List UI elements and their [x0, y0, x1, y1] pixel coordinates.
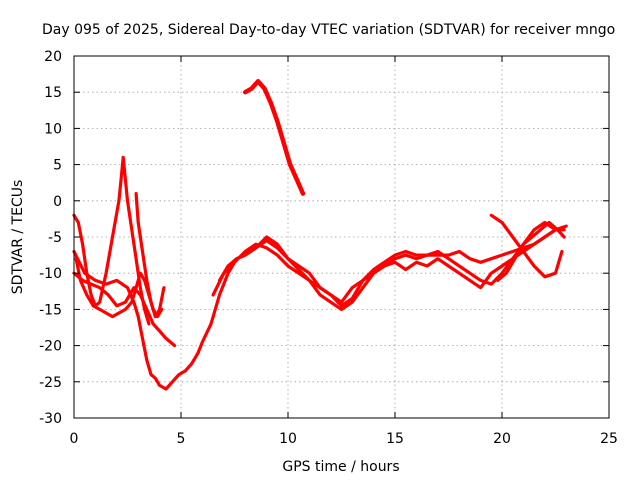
chart-title: Day 095 of 2025, Sidereal Day-to-day VTE…: [42, 22, 615, 38]
series-arc-4: [72, 271, 177, 348]
y-tick-label: -20: [39, 339, 62, 355]
x-tick-label: 0: [70, 431, 79, 447]
x-tick-label: 5: [177, 431, 186, 447]
y-tick-label: 20: [44, 49, 62, 65]
x-tick-label: 20: [493, 431, 511, 447]
series-arc-6: [211, 228, 566, 311]
y-tick-label: 10: [44, 121, 62, 137]
series-arc-7: [217, 220, 558, 308]
y-tick-label: -30: [39, 411, 62, 427]
series-arc-5: [134, 192, 166, 319]
x-tick-label: 10: [279, 431, 297, 447]
x-tick-label: 25: [600, 431, 618, 447]
y-tick-label: -25: [39, 375, 62, 391]
series-arc-8: [489, 213, 564, 279]
grid: [74, 56, 609, 418]
series-arc-9: [496, 220, 566, 282]
y-tick-label: 15: [44, 85, 62, 101]
series-arc-2: [72, 224, 568, 391]
y-tick-label: -10: [39, 266, 62, 282]
y-tick-label: 5: [53, 158, 62, 174]
ticks: 0 5 10 15 20 25 -30 -25 -20 -15 -10 -5 0 5 10 15 20: [39, 49, 618, 447]
series-arc-10: [242, 79, 306, 196]
x-tick-label: 15: [386, 431, 404, 447]
y-tick-label: -5: [48, 230, 62, 246]
y-axis-label: SDTVAR / TECUs: [10, 180, 26, 295]
series-arc-1: [72, 155, 151, 326]
y-tick-label: -15: [39, 302, 62, 318]
y-tick-label: 0: [53, 194, 62, 210]
series-layer: [72, 79, 568, 391]
x-axis-label: GPS time / hours: [282, 459, 399, 475]
